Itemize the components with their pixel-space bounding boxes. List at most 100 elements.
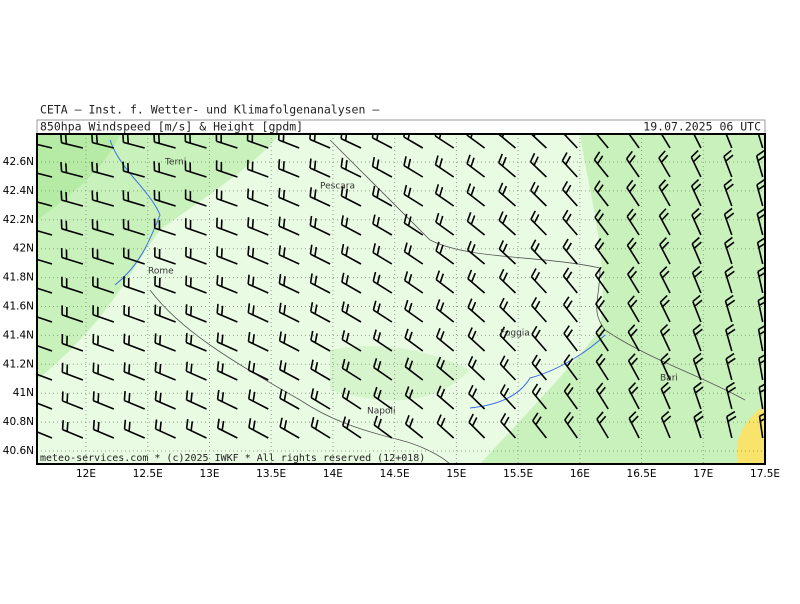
wind-barb bbox=[61, 334, 84, 352]
wind-barb bbox=[531, 325, 548, 352]
wind-barb bbox=[724, 294, 736, 323]
wind-barb bbox=[185, 390, 207, 410]
wind-barb bbox=[403, 184, 424, 207]
wind-barb bbox=[123, 304, 145, 323]
wind-barb bbox=[562, 267, 578, 294]
wind-barb bbox=[723, 149, 734, 178]
wind-barb bbox=[625, 150, 640, 178]
wind-barb bbox=[466, 154, 486, 178]
wind-barb bbox=[340, 186, 362, 207]
wind-barb bbox=[37, 201, 53, 207]
wind-barb bbox=[403, 213, 424, 236]
wind-barb bbox=[563, 325, 578, 352]
wind-barb bbox=[434, 184, 455, 207]
wind-barb bbox=[123, 333, 145, 352]
wind-barb bbox=[436, 385, 455, 410]
wind-barb bbox=[61, 420, 84, 439]
product: 850hpa_Windspeed_[m/s]_&_Height_[gpdm] bbox=[40, 120, 303, 134]
wind-barb bbox=[691, 207, 702, 236]
wind-barb bbox=[341, 272, 362, 294]
wind-barb bbox=[691, 265, 703, 294]
wind-barb bbox=[184, 134, 207, 149]
wind-barb bbox=[724, 265, 735, 294]
wind-barb bbox=[61, 362, 84, 381]
wind-barb bbox=[757, 295, 765, 323]
wind-barb bbox=[154, 304, 176, 323]
lat-label: 42N bbox=[13, 243, 34, 255]
wind-barb bbox=[403, 271, 424, 294]
wind-barb bbox=[627, 353, 640, 381]
lon-label: 12.5E bbox=[133, 468, 163, 480]
wind-barb bbox=[659, 323, 671, 352]
wind-barb bbox=[37, 143, 53, 149]
wind-barb bbox=[435, 327, 455, 352]
wind-barb bbox=[247, 360, 269, 381]
wind-barb bbox=[60, 219, 84, 236]
wind-barb bbox=[627, 266, 640, 294]
wind-barb bbox=[216, 246, 238, 265]
wind-barb bbox=[185, 304, 207, 323]
wind-barb bbox=[593, 151, 609, 178]
city: Foggia bbox=[500, 329, 530, 339]
wind-barb bbox=[466, 183, 486, 207]
wind-barb bbox=[341, 416, 362, 439]
wind-barb bbox=[529, 152, 547, 178]
wind-barb bbox=[341, 358, 362, 381]
wind-barb bbox=[309, 302, 331, 323]
wind-zone bbox=[736, 405, 765, 464]
wind-barb bbox=[185, 332, 207, 352]
wind-barb bbox=[153, 189, 176, 207]
wind-barb bbox=[498, 268, 517, 294]
wind-barb bbox=[693, 381, 704, 410]
wind-barb bbox=[531, 354, 548, 381]
wind-barb bbox=[278, 216, 300, 236]
wind-barb bbox=[372, 214, 393, 236]
wind-barb bbox=[60, 161, 84, 178]
wind-barb bbox=[660, 352, 671, 381]
wind-barb bbox=[626, 179, 640, 207]
wind-barb bbox=[340, 157, 362, 178]
wind-barb bbox=[594, 266, 609, 294]
wind-barb bbox=[341, 330, 362, 352]
wind-barb bbox=[467, 269, 486, 294]
wind-barb bbox=[499, 355, 517, 381]
wind-barb bbox=[310, 388, 331, 410]
wind-barb bbox=[466, 240, 486, 265]
wind-barb bbox=[626, 208, 640, 236]
wind-barb bbox=[725, 134, 733, 149]
lat-label: 40.6N bbox=[3, 445, 34, 457]
wind-barb bbox=[154, 333, 176, 352]
wind-barb bbox=[561, 152, 578, 178]
wind-barb bbox=[404, 357, 424, 381]
wind-barb bbox=[404, 299, 424, 323]
wind-barb bbox=[371, 156, 393, 178]
city: Terni bbox=[164, 158, 186, 168]
wind-barb bbox=[215, 189, 238, 207]
wind-barb bbox=[61, 391, 84, 410]
lon-label: 14E bbox=[323, 468, 343, 480]
wind-barb bbox=[92, 362, 115, 381]
wind-barb bbox=[691, 236, 702, 265]
wind-barb bbox=[278, 187, 300, 207]
wind-barb bbox=[404, 386, 424, 410]
wind-barb bbox=[91, 190, 115, 207]
lon-label: 16.5E bbox=[627, 468, 657, 480]
wind-barb bbox=[37, 258, 53, 265]
wind-barb bbox=[595, 382, 609, 410]
wind-barb bbox=[246, 159, 269, 178]
wind-barb bbox=[37, 229, 53, 236]
wind-barb bbox=[309, 244, 331, 265]
wind-barb bbox=[184, 160, 207, 178]
wind-barb bbox=[467, 327, 486, 352]
wind-barb bbox=[435, 270, 455, 294]
wind-barb bbox=[497, 134, 517, 149]
wind-barb bbox=[340, 243, 362, 265]
wind-barb bbox=[123, 419, 146, 439]
wind-barb bbox=[725, 352, 736, 381]
wind-barb bbox=[659, 237, 671, 265]
wind-barb bbox=[692, 134, 702, 149]
valid-time: 19.07.2025 06 UTC bbox=[643, 120, 761, 134]
lat-label: 40.8N bbox=[3, 416, 34, 428]
wind-barb bbox=[92, 391, 115, 410]
